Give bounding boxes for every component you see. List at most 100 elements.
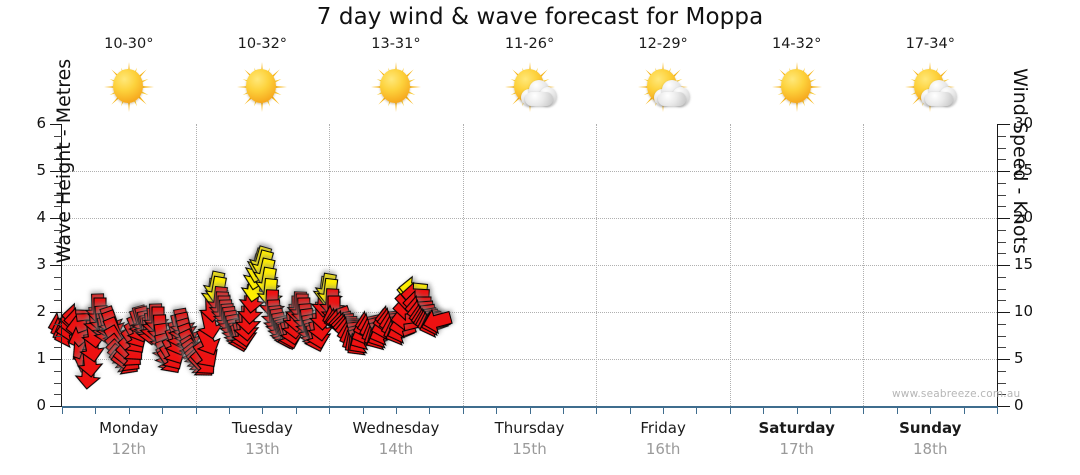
- cloud-icon: [921, 80, 958, 107]
- sun-icon: [98, 58, 160, 116]
- day-name: Thursday: [494, 419, 565, 437]
- day-header-row: 10-30° 10-32° 13-31° 11-26° 12-29° 14-32° 17-3…: [62, 36, 997, 122]
- temperature-range: 10-30°: [104, 36, 154, 52]
- tick-right: [998, 253, 1006, 255]
- tick-bottom: [228, 406, 230, 414]
- cloud-icon: [520, 80, 557, 107]
- day-name: Friday: [640, 419, 686, 437]
- sun-icon: [231, 58, 293, 116]
- tick-bottom: [629, 406, 631, 414]
- tick-left: [54, 159, 62, 161]
- tick-left: [54, 382, 62, 384]
- tick-right: [998, 370, 1006, 372]
- right-tick-label: 15: [1014, 255, 1034, 273]
- day-label-monday: Monday 12th: [62, 418, 196, 468]
- day-label-wednesday: Wednesday 14th: [329, 418, 463, 468]
- tick-bottom: [863, 406, 865, 414]
- tick-left: [54, 194, 62, 196]
- day-header-monday: 10-30°: [62, 36, 196, 122]
- tick-left: [54, 229, 62, 231]
- tick-bottom: [997, 406, 998, 414]
- day-label-sunday: Sunday 18th: [863, 418, 997, 468]
- day-header-friday: 12-29°: [596, 36, 730, 122]
- tick-right: [998, 265, 1010, 266]
- day-label-row: Monday 12th Tuesday 13th Wednesday 14th Thursd…: [62, 418, 997, 468]
- sunny-icon: [365, 58, 427, 116]
- day-name: Saturday: [758, 419, 835, 437]
- tick-right: [998, 218, 1010, 219]
- tick-right: [998, 323, 1006, 325]
- gridline-vertical: [863, 124, 865, 406]
- tick-bottom: [62, 406, 63, 414]
- tick-bottom: [562, 406, 564, 414]
- temperature-range: 14-32°: [771, 36, 822, 52]
- tick-right: [998, 276, 1006, 278]
- tick-left: [54, 147, 62, 149]
- tick-bottom: [496, 406, 498, 414]
- day-date: 12th: [111, 440, 147, 458]
- tick-bottom: [596, 406, 598, 414]
- left-tick-label: 3: [36, 255, 46, 273]
- tick-bottom: [963, 406, 965, 414]
- left-axis-title: Wave Height - Metres: [53, 58, 75, 264]
- tick-bottom: [696, 406, 698, 414]
- tick-bottom: [796, 406, 798, 414]
- day-name: Tuesday: [231, 419, 293, 437]
- left-tick-label: 6: [36, 114, 46, 132]
- day-label-thursday: Thursday 15th: [463, 418, 597, 468]
- left-tick-label: 4: [36, 208, 46, 226]
- tick-bottom: [830, 406, 832, 414]
- day-date: 15th: [512, 440, 547, 458]
- tick-bottom: [930, 406, 932, 414]
- left-tick-label: 0: [36, 396, 46, 414]
- tick-right: [998, 312, 1010, 313]
- tick-bottom: [462, 406, 464, 414]
- tick-right: [998, 359, 1010, 360]
- tick-left: [54, 288, 62, 290]
- tick-right: [998, 382, 1006, 384]
- tick-left: [54, 182, 62, 184]
- right-tick-label: 5: [1014, 349, 1024, 367]
- tick-bottom: [162, 406, 164, 414]
- tick-bottom: [429, 406, 431, 414]
- tick-left: [50, 312, 62, 313]
- left-tick-label: 2: [36, 302, 46, 320]
- tick-left: [54, 300, 62, 302]
- tick-right: [998, 206, 1006, 208]
- tick-left: [54, 276, 62, 278]
- day-header-saturday: 14-32°: [730, 36, 864, 122]
- tick-bottom: [329, 406, 331, 414]
- gridline-horizontal: [62, 218, 997, 219]
- tick-left: [54, 335, 62, 337]
- tick-right: [998, 182, 1006, 184]
- tick-left: [50, 406, 62, 407]
- tick-bottom: [262, 406, 264, 414]
- gridline-vertical: [729, 124, 731, 406]
- tick-right: [998, 159, 1006, 161]
- day-date: 13th: [245, 440, 280, 458]
- tick-right: [998, 135, 1006, 137]
- sunny-icon: [231, 58, 293, 116]
- sun-icon: [365, 58, 427, 116]
- tick-left: [50, 265, 62, 266]
- tick-left: [50, 359, 62, 360]
- right-axis-line: [997, 124, 998, 407]
- left-tick-label: 5: [36, 161, 46, 179]
- right-tick-label: 10: [1014, 302, 1034, 320]
- plot-area: [47, 124, 997, 406]
- day-header-thursday: 11-26°: [463, 36, 597, 122]
- tick-right: [998, 124, 1010, 125]
- day-label-tuesday: Tuesday 13th: [196, 418, 330, 468]
- day-name: Sunday: [899, 419, 962, 437]
- tick-right: [998, 406, 1010, 407]
- tick-right: [998, 300, 1006, 302]
- temperature-range: 12-29°: [638, 36, 688, 52]
- gridline-horizontal: [62, 171, 997, 172]
- tick-right: [998, 194, 1006, 196]
- gridline-vertical: [462, 124, 464, 406]
- tick-bottom: [195, 406, 197, 414]
- watermark: www.seabreeze.com.au: [892, 388, 1021, 400]
- gridline-vertical: [329, 124, 331, 406]
- temperature-range: 11-26°: [504, 36, 555, 52]
